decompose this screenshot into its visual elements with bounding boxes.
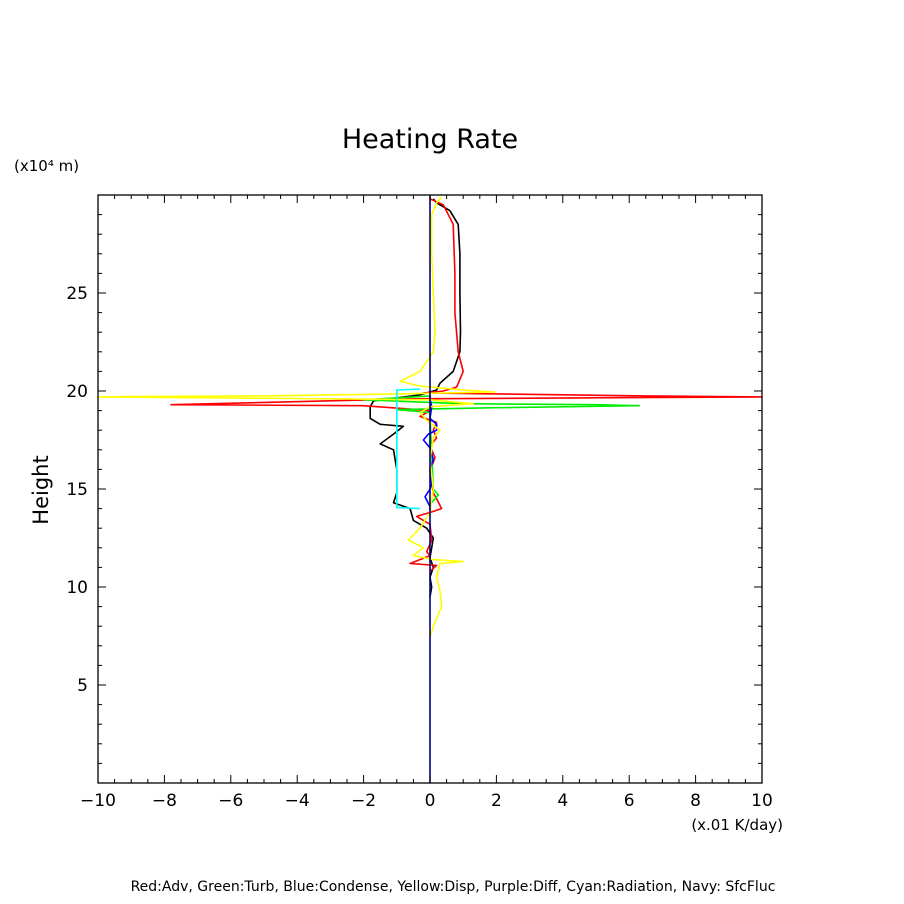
x-tick-label: −2: [351, 791, 376, 811]
y-axis-label: Height: [29, 455, 53, 524]
x-tick-label: −8: [152, 791, 177, 811]
x-tick-label: −6: [218, 791, 243, 811]
y-tick-label: 25: [66, 284, 88, 304]
y-tick-label: 20: [66, 382, 88, 402]
legend-text: Red:Adv, Green:Turb, Blue:Condense, Yell…: [131, 879, 776, 895]
tick-layer: −10 −8 −6 −4 −2 0 2 4 6 8 10 5 10 15 20 25: [66, 195, 773, 811]
x-tick-label: 2: [491, 791, 502, 811]
series-line-4: [97, 196, 496, 639]
series-line-5: [396, 388, 421, 510]
x-tick-label: 10: [751, 791, 773, 811]
x-tick-label: 4: [557, 791, 568, 811]
x-tick-label: 8: [690, 791, 701, 811]
series-line-3: [422, 394, 438, 511]
series-line-2: [362, 395, 640, 506]
x-tick-label: −4: [285, 791, 310, 811]
x-tick-label: 6: [624, 791, 635, 811]
chart-title: Heating Rate: [342, 124, 518, 155]
x-unit-label: (x.01 K/day): [691, 816, 783, 834]
plot-frame: [97, 194, 763, 784]
x-tick-label: −10: [80, 791, 116, 811]
series-line-1: [170, 198, 763, 572]
y-unit-label: (x10⁴ m): [14, 157, 79, 175]
y-tick-label: 5: [77, 676, 88, 696]
y-tick-label: 10: [66, 578, 88, 598]
series-line-0: [369, 198, 462, 597]
series-layer: [97, 195, 763, 783]
y-tick-label: 15: [66, 480, 88, 500]
x-tick-label: 0: [425, 791, 436, 811]
